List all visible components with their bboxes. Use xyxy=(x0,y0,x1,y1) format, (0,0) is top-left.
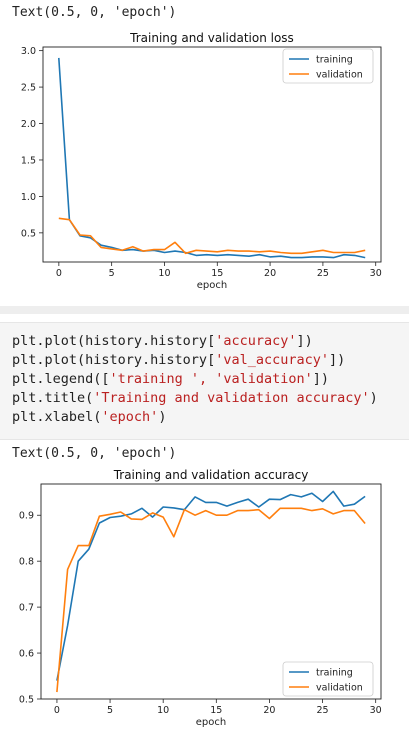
y-tick-label: 2.5 xyxy=(21,83,36,94)
cell-output-text-1: Text(0.5, 0, 'epoch') xyxy=(12,5,177,20)
chart-title: Training and validation accuracy xyxy=(113,468,309,482)
x-tick-label: 5 xyxy=(107,705,113,716)
x-tick-label: 10 xyxy=(158,268,170,279)
plot-frame xyxy=(40,483,382,700)
code-line-2: plt.plot(history.history['val_accuracy']… xyxy=(12,352,346,368)
x-axis-label: epoch xyxy=(196,717,226,728)
y-tick-label: 0.7 xyxy=(19,603,34,614)
cell-output-text-2: Text(0.5, 0, 'epoch') xyxy=(12,446,177,461)
x-tick-label: 10 xyxy=(157,705,169,716)
y-tick-label: 0.5 xyxy=(19,695,34,706)
code-cell[interactable]: plt.plot(history.history['accuracy']) pl… xyxy=(0,322,409,440)
legend-label-training: training xyxy=(316,668,353,679)
y-tick-label: 2.0 xyxy=(21,119,36,130)
code-line-3: plt.legend(['training ', 'validation']) xyxy=(12,371,330,387)
code-line-1: plt.plot(history.history['accuracy']) xyxy=(12,333,313,349)
x-tick-label: 25 xyxy=(317,268,329,279)
loss-chart: Training and validation loss 0 5 10 15 20 25 30… xyxy=(21,31,382,291)
y-tick-label: 0.9 xyxy=(19,511,34,522)
x-tick-label: 5 xyxy=(109,268,115,279)
accuracy-chart: Training and validation accuracy 0 5 10 15 20… xyxy=(19,468,382,728)
x-tick-label: 20 xyxy=(263,705,275,716)
chart-title: Training and validation loss xyxy=(129,31,294,45)
plot-frame xyxy=(42,46,382,263)
x-axis-label: epoch xyxy=(197,280,227,291)
series-line-validation xyxy=(58,217,366,255)
y-tick-label: 0.5 xyxy=(21,228,36,239)
y-tick-label: 0.8 xyxy=(19,557,34,568)
x-tick-label: 0 xyxy=(56,268,62,279)
x-tick-label: 0 xyxy=(54,705,60,716)
legend-label-training: training xyxy=(316,55,353,66)
x-tick-label: 15 xyxy=(210,705,222,716)
x-tick-label: 20 xyxy=(264,268,276,279)
x-tick-label: 30 xyxy=(370,268,382,279)
legend-label-validation: validation xyxy=(316,683,363,694)
code-line-5: plt.xlabel('epoch') xyxy=(12,409,167,425)
cell-divider xyxy=(0,306,409,314)
x-tick-label: 25 xyxy=(317,705,329,716)
series-line-training xyxy=(58,57,366,259)
y-tick-label: 1.5 xyxy=(21,155,36,166)
code-line-4: plt.title('Training and validation accur… xyxy=(12,390,378,406)
legend-label-validation: validation xyxy=(316,70,363,81)
series-line-validation xyxy=(56,507,366,693)
series-line-training xyxy=(56,490,366,681)
y-tick-label: 1.0 xyxy=(21,192,36,203)
y-tick-label: 0.6 xyxy=(19,649,34,660)
x-tick-label: 30 xyxy=(370,705,382,716)
x-tick-label: 15 xyxy=(211,268,223,279)
y-tick-label: 3.0 xyxy=(21,46,36,57)
